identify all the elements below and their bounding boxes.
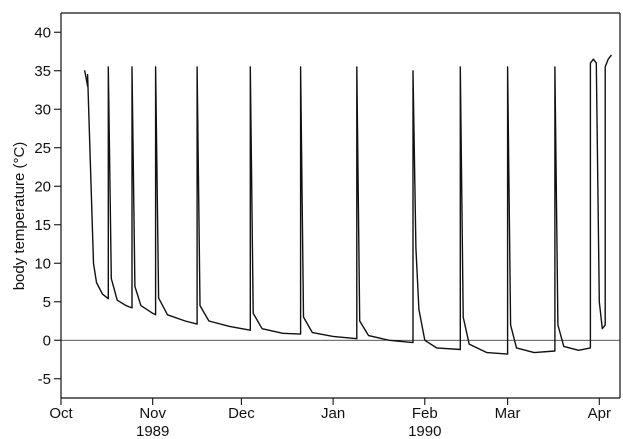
x-tick-label: Feb [412, 405, 438, 422]
year-label: 1990 [408, 423, 441, 439]
y-tick-label: 15 [34, 217, 51, 234]
x-tick-label: Jan [321, 405, 345, 422]
year-label: 1989 [136, 423, 169, 439]
y-tick-label: 10 [34, 255, 51, 272]
x-tick-label: Oct [49, 405, 73, 422]
body-temperature-line [84, 54, 612, 355]
y-axis-label: body temperature (°C) [11, 142, 28, 291]
y-tick-label: 40 [34, 24, 51, 41]
y-tick-label: 35 [34, 63, 51, 80]
y-tick-label: 25 [34, 140, 51, 157]
x-tick-label: Apr [588, 405, 611, 422]
y-tick-label: 5 [43, 294, 51, 311]
x-tick-label: Nov [139, 405, 166, 422]
y-tick-label: 0 [43, 332, 51, 349]
x-tick-label: Mar [495, 405, 521, 422]
y-tick-label: -5 [38, 371, 51, 388]
y-tick-label: 30 [34, 101, 51, 118]
x-tick-label: Dec [228, 405, 255, 422]
y-tick-label: 20 [34, 178, 51, 195]
